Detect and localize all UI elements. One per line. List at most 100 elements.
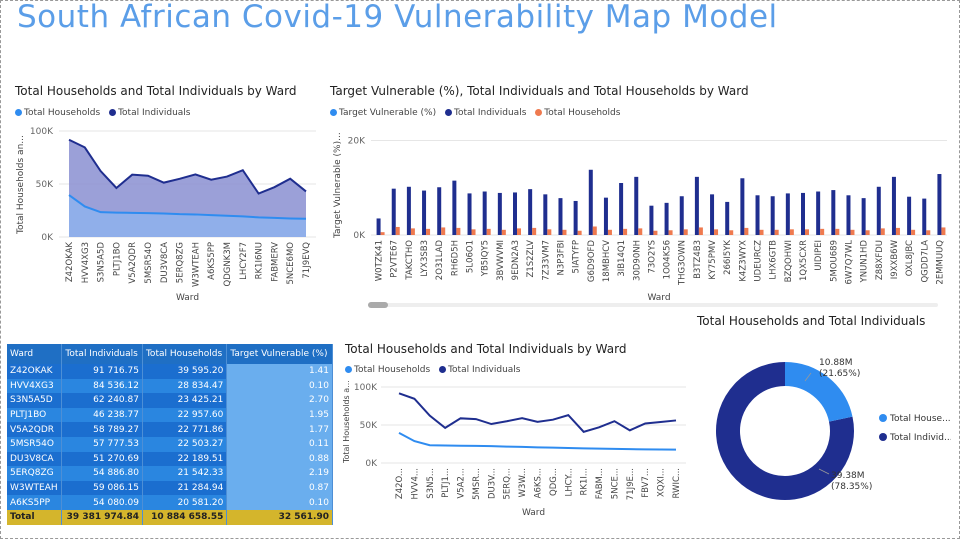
bar-households: [471, 229, 476, 235]
y-tick-label: 50K: [36, 180, 54, 190]
x-tick-label: 71J9E...: [626, 468, 636, 500]
x-tick-label: THG3OWN: [678, 240, 688, 286]
bar-individuals: [907, 196, 912, 235]
table-row[interactable]: V5A2QDR 58 789.27 22 771.86 1.77: [7, 422, 333, 437]
x-tick-label: A6KS5PP: [207, 242, 217, 280]
x-tick-label: HVV4...: [410, 468, 420, 500]
households-line: [398, 432, 677, 451]
x-tick-label: 5NCE6MO: [286, 242, 296, 285]
bar-households: [820, 228, 825, 235]
x-tick-label: QGDD7LA: [920, 240, 930, 283]
cell-individuals: 58 789.27: [61, 422, 143, 437]
table-row[interactable]: S3N5A5D 62 240.87 23 425.21 2.70: [7, 393, 333, 408]
bar-individuals: [573, 200, 578, 235]
x-tick-label: RK1I6NU: [255, 242, 265, 279]
chart3-lines[interactable]: 100K 50K 0K Total Households a... Z42O... HVV…: [341, 377, 691, 527]
cell-individuals: 51 270.69: [61, 451, 143, 467]
label-households-pct: (21.65%): [819, 369, 860, 379]
individuals-line: [68, 138, 307, 195]
y-tick-label: 50K: [360, 421, 378, 431]
x-tick-label: K4Z3WYX: [738, 240, 748, 282]
table-row[interactable]: W3WTEAH 59 086.15 21 284.94 0.87: [7, 480, 333, 496]
chart2-title: Target Vulnerable (%), Total Individuals…: [330, 84, 749, 98]
x-tick-label: HVV4XG3: [81, 242, 91, 283]
chart2-bars[interactable]: 20K 0K Target Vulnerable (%)... W0TZK41 P2VT…: [327, 121, 952, 306]
chart1-area[interactable]: 100K 50K 0K Total Households an... Z42OKAK HV…: [11, 121, 326, 306]
chart1-legend[interactable]: Total Households Total Individuals: [15, 108, 196, 118]
table-row[interactable]: HVV4XG3 84 536.12 28 834.47 0.10: [7, 378, 333, 394]
x-tick-label: DU3V8CA: [160, 242, 170, 283]
bar-households: [941, 227, 946, 235]
cell-households: 23 425.21: [142, 393, 228, 408]
x-tick-label: LHCY...: [564, 468, 574, 497]
chart4-donut[interactable]: 10.88M (21.65%) 39.38M (78.35%) Total Ho…: [701, 341, 951, 531]
ward-table[interactable]: Ward Total Individuals Total Households …: [7, 344, 333, 536]
cell-target-vulnerable: 0.10: [226, 495, 333, 510]
legend-dot-individuals: [879, 433, 887, 441]
cell-households: 21 542.33: [142, 466, 228, 481]
x-tick-label: LHX6GTB: [769, 240, 779, 280]
slice-households[interactable]: [784, 362, 853, 423]
table-row[interactable]: PLTJ1BO 46 238.77 22 957.60 1.95: [7, 407, 333, 423]
chart3-legend[interactable]: Total Households Total Individuals: [345, 365, 526, 375]
cell-ward: DU3V8CA: [7, 451, 63, 467]
legend-households[interactable]: Total House...: [889, 414, 951, 424]
x-tick-label: 5MSR...: [472, 468, 482, 500]
table-row[interactable]: DU3V8CA 51 270.69 22 189.51 0.88: [7, 451, 333, 467]
col-target-vulnerable[interactable]: Target Vulnerable (%): [226, 344, 333, 364]
x-tick-label: 2O31LAD: [435, 240, 445, 281]
cell-households: 21 284.94: [142, 480, 228, 496]
x-tick-label: Z42O...: [395, 468, 405, 499]
y-tick-label: 0K: [365, 459, 378, 469]
bar-individuals: [679, 196, 684, 235]
x-axis-label: Ward: [647, 293, 670, 303]
legend-individuals[interactable]: Total Individuals: [109, 108, 190, 118]
table-row[interactable]: Z42OKAK 91 716.75 39 595.20 1.41: [7, 364, 333, 379]
x-tick-label: RH6D5H: [450, 240, 460, 276]
bar-households: [729, 230, 734, 235]
bar-households: [926, 230, 931, 235]
cell-individuals: 84 536.12: [61, 378, 143, 394]
bar-individuals: [634, 176, 639, 235]
table-row[interactable]: A6KS5PP 54 080.09 20 581.20 0.10: [7, 495, 333, 510]
legend-individuals[interactable]: Total Individuals: [439, 365, 520, 375]
cell-ward: PLTJ1BO: [7, 407, 63, 423]
cell-individuals: 54 080.09: [61, 495, 143, 510]
chart2-scrollbar[interactable]: [368, 302, 388, 308]
cell-target-vulnerable: 0.88: [226, 451, 333, 467]
legend-individuals[interactable]: Total Individuals: [444, 108, 526, 118]
legend-households[interactable]: Total Households: [535, 108, 620, 118]
bar-individuals: [710, 194, 715, 235]
x-tick-label: 6W7Q7WL: [844, 240, 854, 285]
bar-individuals: [694, 176, 699, 235]
x-tick-label: 5IATYFP: [572, 240, 582, 273]
y-tick-label: 0K: [353, 231, 366, 241]
legend-households[interactable]: Total Households: [345, 365, 430, 375]
slice-individuals[interactable]: [716, 362, 854, 500]
bar-individuals: [785, 193, 790, 235]
bar-individuals: [437, 187, 442, 235]
chart2-scroll-track[interactable]: [368, 303, 938, 307]
cell-ward: V5A2QDR: [7, 422, 63, 437]
legend-target-vulnerable[interactable]: Target Vulnerable (%): [330, 108, 436, 118]
bar-individuals: [861, 198, 866, 235]
chart2-legend[interactable]: Target Vulnerable (%) Total Individuals …: [330, 108, 626, 118]
total-cell: 39 381 974.84: [61, 509, 143, 525]
x-tick-label: G6D9OFD: [587, 240, 597, 283]
page-title: South African Covid-19 Vulnerability Map…: [17, 0, 778, 35]
col-ward[interactable]: Ward: [7, 344, 63, 364]
legend-individuals[interactable]: Total Individ...: [889, 433, 951, 443]
legend-households[interactable]: Total Households: [15, 108, 100, 118]
x-tick-label: 5ERQ8ZG: [176, 242, 186, 283]
bar-households: [789, 229, 794, 235]
col-total-households[interactable]: Total Households: [142, 344, 228, 364]
table-row[interactable]: 5ERQ8ZG 54 886.80 21 542.33 2.19: [7, 466, 333, 481]
cell-target-vulnerable: 2.70: [226, 393, 333, 408]
bar-households: [395, 226, 400, 235]
cell-individuals: 54 886.80: [61, 466, 143, 481]
col-total-individuals[interactable]: Total Individuals: [61, 344, 143, 364]
bar-households: [668, 230, 673, 235]
bar-individuals: [725, 201, 730, 235]
table-row[interactable]: 5MSR54O 57 777.53 22 503.27 0.11: [7, 436, 333, 452]
cell-target-vulnerable: 0.87: [226, 480, 333, 496]
